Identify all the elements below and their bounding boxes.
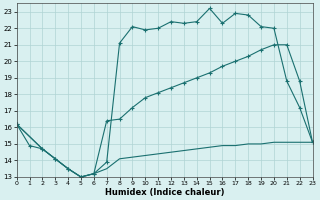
X-axis label: Humidex (Indice chaleur): Humidex (Indice chaleur) bbox=[105, 188, 224, 197]
